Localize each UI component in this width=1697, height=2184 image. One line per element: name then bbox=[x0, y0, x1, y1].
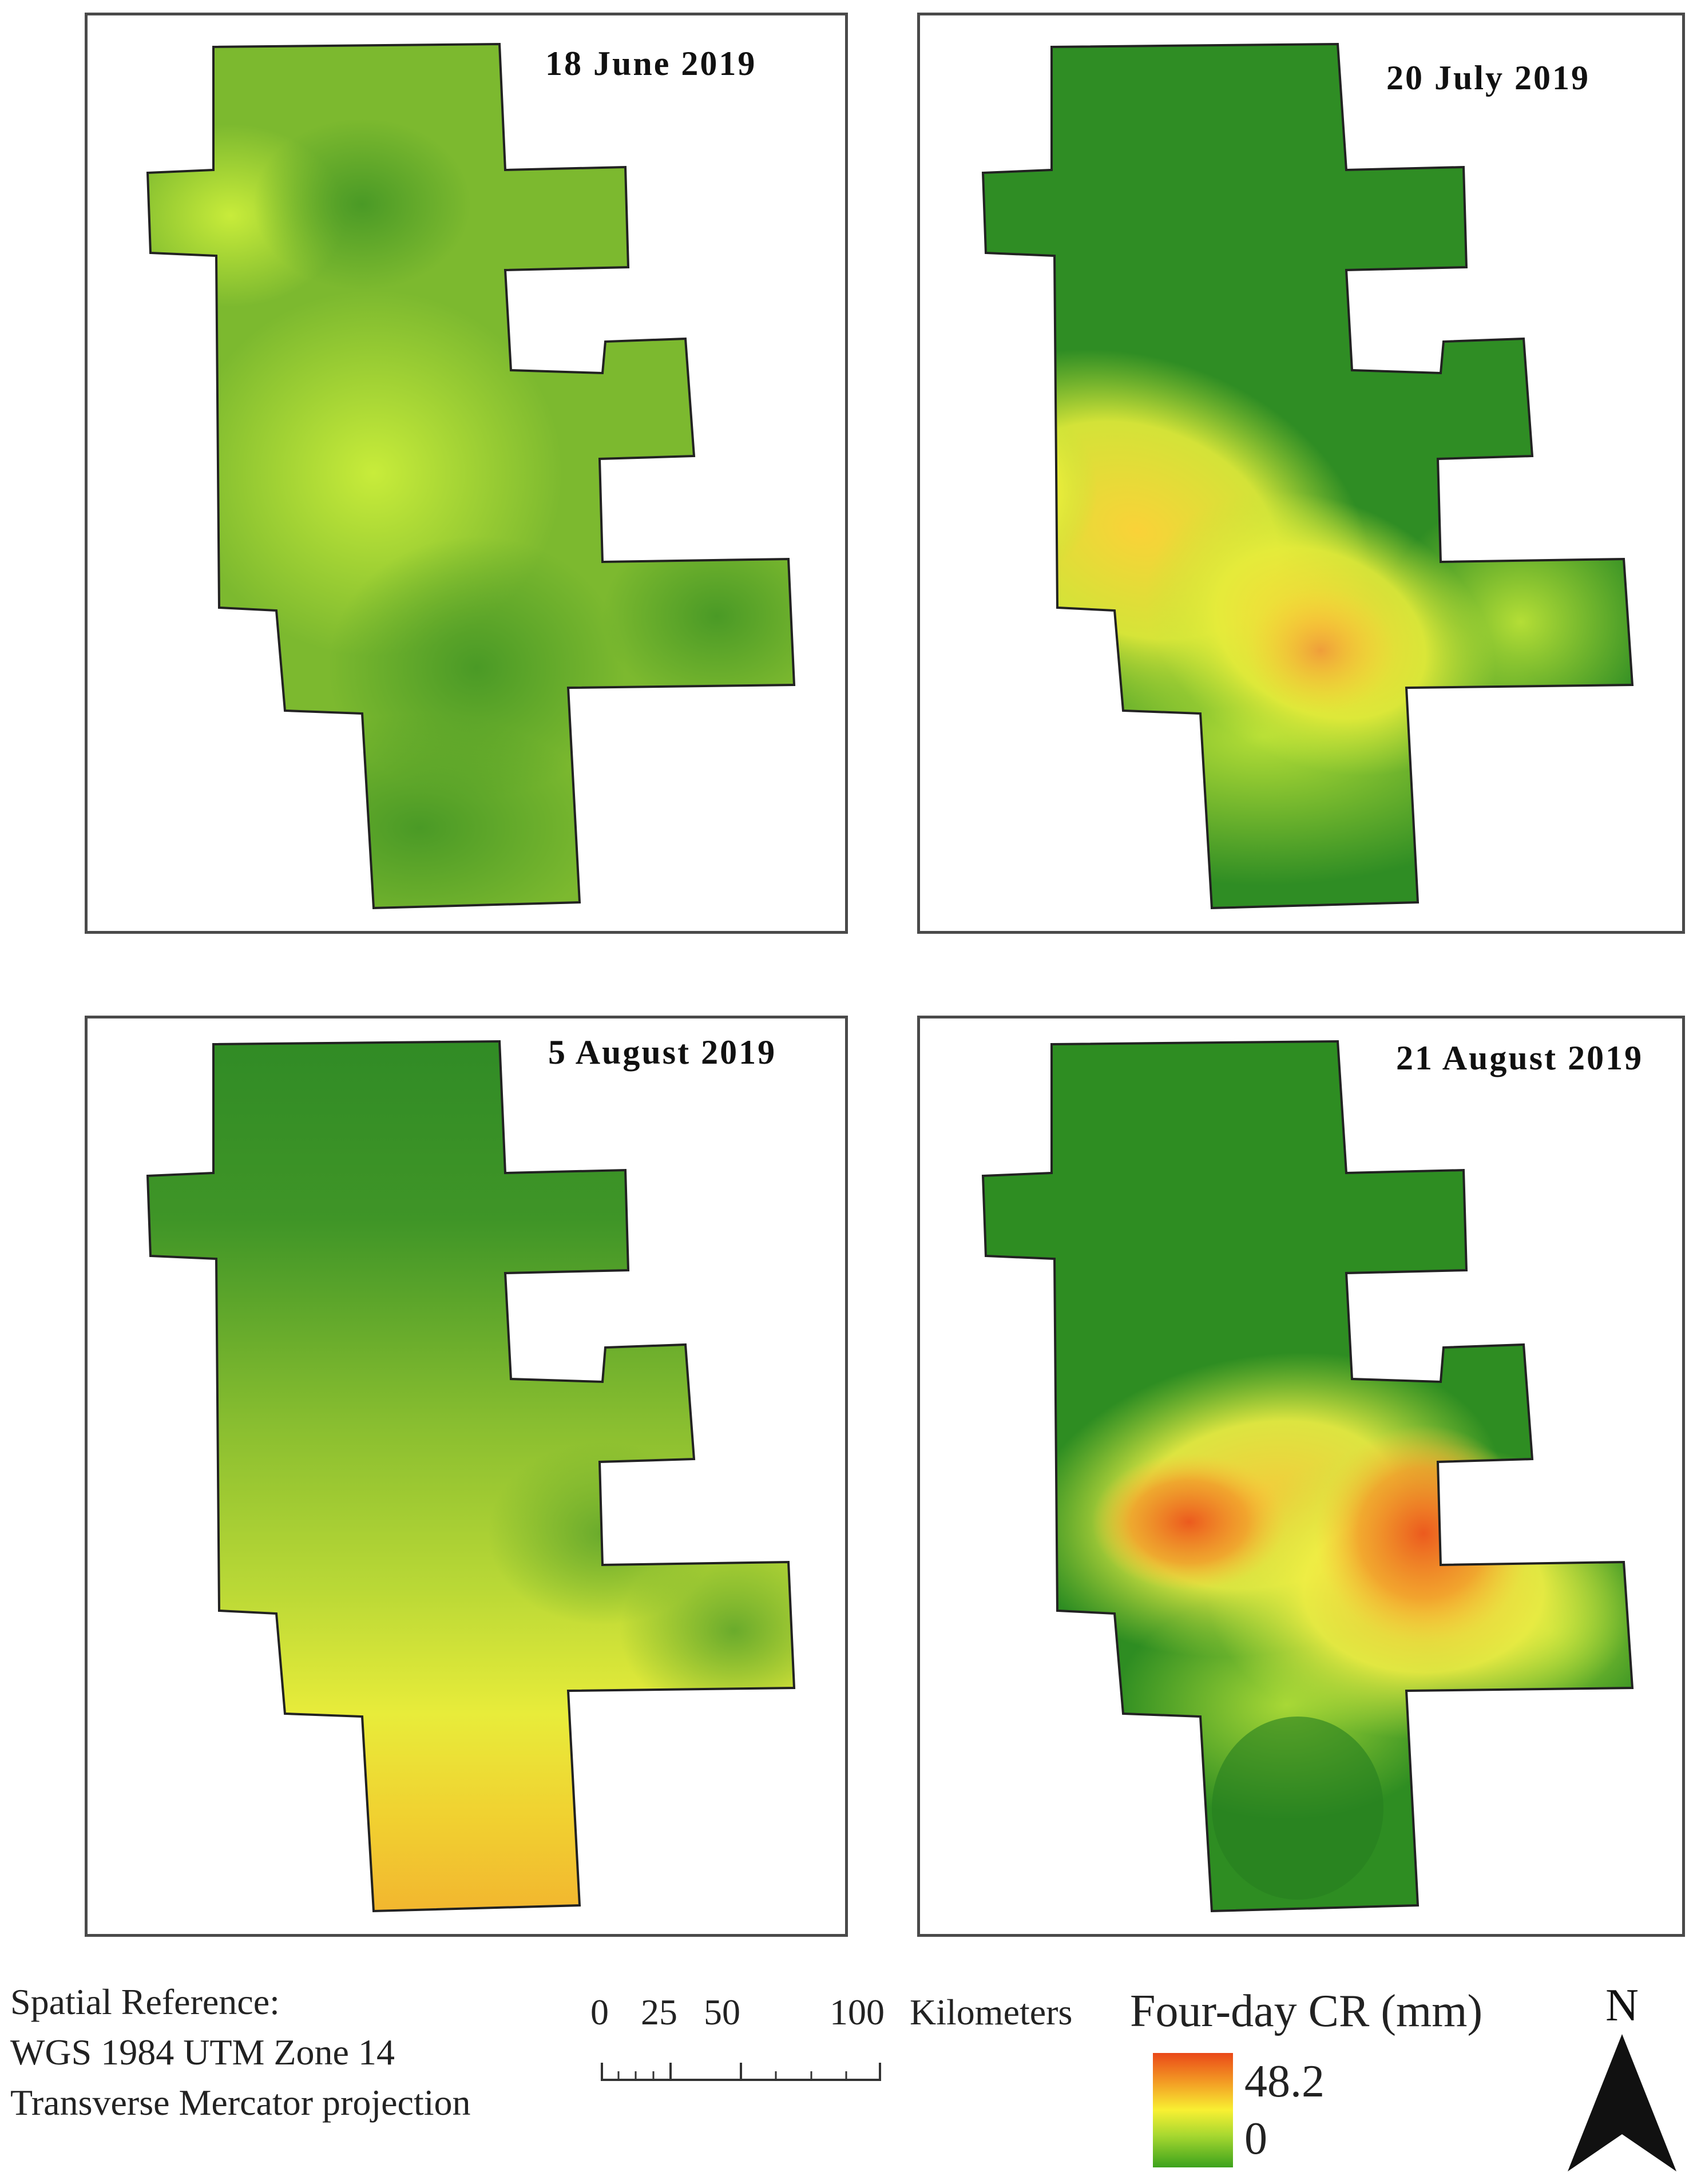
scale-tick-label: 50 bbox=[704, 1992, 740, 2032]
region-map bbox=[981, 42, 1634, 910]
spatial-reference: Spatial Reference: WGS 1984 UTM Zone 14 … bbox=[10, 1977, 582, 2128]
spatial-reference-line: Spatial Reference: bbox=[10, 1981, 280, 2022]
legend-title: Four-day CR (mm) bbox=[1130, 1986, 1483, 2036]
region-map bbox=[146, 1040, 796, 1913]
region-map bbox=[146, 42, 796, 910]
map-panel-18-june: 18 June 2019 bbox=[85, 13, 848, 934]
legend-color-ramp bbox=[1153, 2053, 1233, 2167]
scale-bar: 0 25 50 100 Kilometers bbox=[584, 1991, 1121, 2094]
panel-date-label: 5 August 2019 bbox=[548, 1033, 777, 1071]
north-arrow: N bbox=[1568, 1980, 1688, 2180]
legend-min-value: 0 bbox=[1244, 2114, 1267, 2164]
scale-ruler bbox=[601, 2063, 881, 2081]
scale-unit-label: Kilometers bbox=[910, 1992, 1073, 2032]
legend-max-value: 48.2 bbox=[1244, 2056, 1325, 2107]
north-label: N bbox=[1605, 1980, 1639, 2031]
legend: Four-day CR (mm) 48.2 0 bbox=[1130, 1985, 1582, 2180]
panel-date-label: 20 July 2019 bbox=[1386, 59, 1591, 97]
panel-date-label: 18 June 2019 bbox=[545, 45, 757, 82]
map-panel-5-august: 5 August 2019 bbox=[85, 1016, 848, 1937]
region-map bbox=[981, 1040, 1634, 1913]
panel-date-label: 21 August 2019 bbox=[1396, 1039, 1644, 1077]
scale-tick-label: 0 bbox=[590, 1992, 609, 2032]
spatial-reference-line: Transverse Mercator projection bbox=[10, 2082, 471, 2123]
map-panel-20-july: 20 July 2019 bbox=[917, 13, 1685, 934]
scale-tick-label: 25 bbox=[641, 1992, 677, 2032]
spatial-reference-line: WGS 1984 UTM Zone 14 bbox=[10, 2032, 395, 2072]
map-panel-21-august: 21 August 2019 bbox=[917, 1016, 1685, 1937]
north-arrow-icon bbox=[1568, 2034, 1676, 2171]
scale-tick-label: 100 bbox=[830, 1992, 885, 2032]
